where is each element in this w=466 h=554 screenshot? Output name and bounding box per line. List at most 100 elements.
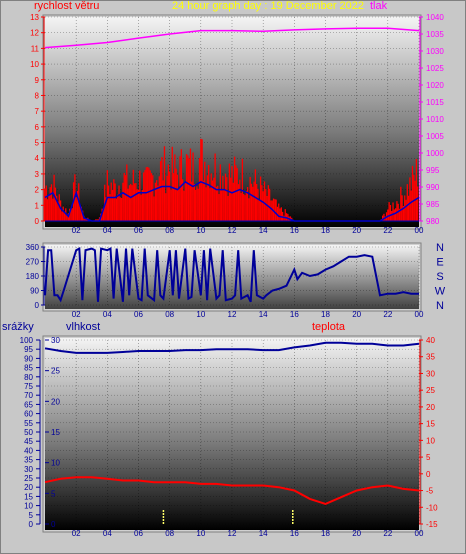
direction-x-tick-label: 16 (290, 310, 299, 319)
wind-y-tick-label: 9 (35, 76, 40, 85)
humidity-x-tick-label: 08 (165, 529, 174, 538)
rain-y-tick-label: 60 (24, 410, 33, 419)
direction-x-tick-label: 04 (103, 310, 112, 319)
temperature-y-tick-label: 10 (426, 436, 435, 445)
pressure-y-tick-label: 1025 (426, 64, 444, 73)
wind-x-tick-label: 12 (228, 226, 237, 235)
wind-y-tick-label: 1 (35, 201, 40, 210)
humidity-panel-marks (44, 341, 420, 524)
direction-panel-axes: 0 N 90 W 180 S 270 E 360 N 02 04 06 08 10 12 14 16 18 20 22 0… (26, 242, 446, 319)
direction-x-tick-label: 06 (134, 310, 143, 319)
pressure-y-tick-label: 1005 (426, 132, 444, 141)
humidity-line (44, 341, 420, 354)
wind-y-tick-label: 6 (35, 123, 40, 132)
humidity-y-tick-label: 0 (51, 520, 56, 529)
wind-panel-marks (44, 27, 420, 222)
direction-x-tick-label: 14 (259, 310, 268, 319)
wind-y-tick-label: 10 (30, 60, 39, 69)
humidity-y-tick-label: 5 (51, 489, 56, 498)
temperature-y-tick-label: 20 (426, 403, 435, 412)
wind-y-tick-label: 13 (30, 13, 39, 22)
temperature-y-tick-label: 0 (426, 470, 431, 479)
wind-x-tick-label: 22 (383, 226, 392, 235)
humidity-x-tick-label: 22 (383, 529, 392, 538)
rain-y-tick-label: 50 (24, 428, 33, 437)
direction-y-tick-label: 360 (26, 243, 40, 252)
temperature-y-tick-label: -10 (426, 503, 438, 512)
humidity-y-tick-label: 30 (51, 336, 60, 345)
rain-y-tick-label: 75 (24, 382, 33, 391)
rain-y-tick-label: 10 (24, 502, 33, 511)
wind-y-tick-label: 5 (35, 139, 40, 148)
temperature-y-tick-label: 5 (426, 453, 431, 462)
pressure-y-tick-label: 995 (426, 166, 440, 175)
temperature-y-tick-label: 30 (426, 369, 435, 378)
pressure-y-tick-label: 1040 (426, 13, 444, 22)
temperature-y-tick-label: 40 (426, 336, 435, 345)
rain-y-tick-label: 25 (24, 474, 33, 483)
humidity-x-tick-label: 00 (415, 529, 424, 538)
rain-y-tick-label: 35 (24, 456, 33, 465)
humidity-y-tick-label: 10 (51, 459, 60, 468)
compass-label: W (435, 286, 446, 298)
rain-y-tick-label: 65 (24, 400, 33, 409)
direction-x-tick-label: 20 (352, 310, 361, 319)
rain-y-tick-label: 5 (29, 511, 34, 520)
humidity-x-tick-label: 14 (259, 529, 268, 538)
temperature-y-tick-label: 35 (426, 353, 435, 362)
rain-y-tick-label: 80 (24, 373, 33, 382)
humidity-x-tick-label: 04 (103, 529, 112, 538)
wind-y-tick-label: 11 (31, 44, 40, 53)
wind-y-tick-label: 0 (35, 217, 40, 226)
compass-label: N (436, 242, 444, 254)
rain-y-tick-label: 100 (20, 336, 34, 345)
rain-y-tick-label: 40 (24, 446, 33, 455)
temperature-y-tick-label: 15 (426, 420, 435, 429)
wind-x-tick-label: 14 (259, 226, 268, 235)
wind-x-tick-label: 20 (352, 226, 361, 235)
pressure-y-tick-label: 1020 (426, 81, 444, 90)
humidity-panel-axes: 0510152025303540455055606570758085909510… (20, 336, 438, 538)
rain-y-tick-label: 95 (24, 345, 33, 354)
wind-x-tick-label: 18 (321, 226, 330, 235)
direction-y-tick-label: 180 (26, 272, 40, 281)
chart-title: 24 hour graph day : 19 December 2022 (172, 0, 364, 12)
direction-y-tick-label: 90 (30, 287, 39, 296)
wind-y-tick-label: 8 (35, 91, 40, 100)
pressure-y-tick-label: 1000 (426, 149, 444, 158)
temperature-y-tick-label: 25 (426, 386, 435, 395)
direction-panel-marks (44, 247, 419, 303)
wind-x-tick-label: 08 (165, 226, 174, 235)
temperature-label: teplota (312, 321, 346, 333)
direction-x-tick-label: 22 (383, 310, 392, 319)
humidity-x-tick-label: 10 (196, 529, 205, 538)
direction-x-tick-label: 08 (165, 310, 174, 319)
rain-y-tick-label: 90 (24, 354, 33, 363)
humidity-label: vlhkost (66, 321, 100, 333)
wind-y-tick-label: 12 (30, 29, 39, 38)
pressure-y-tick-label: 1010 (426, 115, 444, 124)
humidity-x-tick-label: 20 (352, 529, 361, 538)
wind-x-tick-label: 04 (103, 226, 112, 235)
pressure-y-tick-label: 985 (426, 200, 440, 209)
compass-label: S (436, 271, 443, 283)
direction-x-tick-label: 18 (321, 310, 330, 319)
wind-y-tick-label: 7 (35, 107, 40, 116)
wind-y-tick-label: 2 (35, 186, 40, 195)
temperature-y-tick-label: -15 (426, 520, 438, 529)
direction-x-tick-label: 12 (228, 310, 237, 319)
humidity-x-tick-label: 16 (290, 529, 299, 538)
direction-y-tick-label: 270 (26, 258, 40, 267)
pressure-line (44, 27, 420, 49)
humidity-x-tick-label: 12 (228, 529, 237, 538)
rain-y-tick-label: 55 (24, 419, 33, 428)
wind-x-tick-label: 10 (196, 226, 205, 235)
direction-y-tick-label: 0 (35, 301, 40, 310)
rain-y-tick-label: 30 (24, 465, 33, 474)
rain-y-tick-label: 70 (24, 391, 33, 400)
wind-y-tick-label: 4 (35, 154, 40, 163)
temperature-y-tick-label: -5 (426, 487, 434, 496)
compass-label: N (436, 300, 444, 312)
